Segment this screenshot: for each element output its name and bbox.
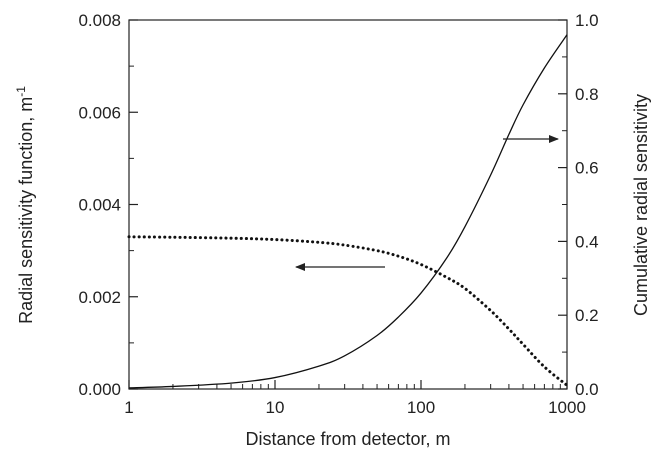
- left-y-tick-label: 0.000: [78, 380, 121, 399]
- right-y-tick-label: 0.2: [575, 306, 599, 325]
- left-y-axis-tick-labels: 0.000 0.002 0.004 0.006 0.008: [78, 11, 121, 399]
- right-y-axis-ticks: [558, 19, 567, 390]
- left-y-axis-title-main: Radial sensitivity function, m: [16, 97, 36, 324]
- right-y-tick-label: 0.0: [575, 380, 599, 399]
- right-y-axis-title: Cumulative radial sensitivity: [631, 94, 651, 316]
- x-axis-tick-labels: 1 10 100 1000: [124, 398, 586, 417]
- right-y-tick-label: 0.4: [575, 232, 599, 251]
- series-layer: [127, 34, 569, 389]
- series-cumulative-radial-sensitivity: [128, 34, 568, 389]
- left-y-tick-label: 0.008: [78, 11, 121, 30]
- x-axis-title: Distance from detector, m: [245, 429, 450, 449]
- x-tick-label: 1: [124, 398, 133, 417]
- left-y-tick-label: 0.004: [78, 196, 121, 215]
- plot-area: [128, 19, 568, 390]
- left-y-axis-ticks: [129, 19, 138, 390]
- annotation-layer: [295, 135, 559, 271]
- right-y-tick-label: 1.0: [575, 11, 599, 30]
- right-y-axis-tick-labels: 0.0 0.2 0.4 0.6 0.8 1.0: [575, 11, 599, 399]
- x-axis-ticks: [128, 380, 568, 389]
- x-tick-label: 10: [266, 398, 285, 417]
- plot-frame: [128, 19, 568, 390]
- right-y-tick-label: 0.8: [575, 85, 599, 104]
- left-y-tick-label: 0.006: [78, 103, 121, 122]
- x-tick-label: 1000: [548, 398, 586, 417]
- right-y-tick-label: 0.6: [575, 159, 599, 178]
- left-y-tick-label: 0.002: [78, 288, 121, 307]
- left-y-axis-title: Radial sensitivity function, m-1: [14, 86, 36, 324]
- left-y-axis-title-superscript: -1: [14, 86, 28, 97]
- series-radial-sensitivity-function: [127, 235, 569, 387]
- x-tick-label: 100: [407, 398, 435, 417]
